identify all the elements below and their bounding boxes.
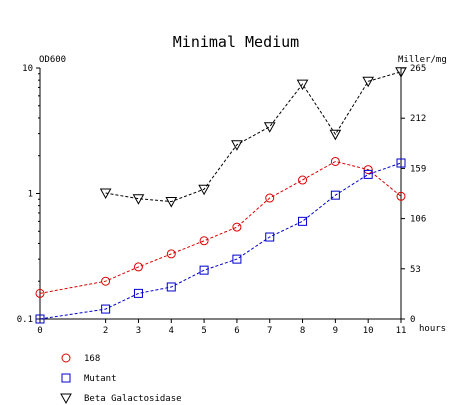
data-point-square (232, 254, 242, 264)
y-right-tick-label: 0 (410, 315, 415, 325)
data-point-circle (35, 288, 45, 298)
data-point-circle (101, 276, 111, 286)
data-point-circle (166, 249, 176, 259)
legend-marker (61, 353, 71, 363)
data-point-circle (330, 156, 340, 166)
data-point-square (35, 314, 45, 324)
x-tick-label: 6 (234, 326, 239, 336)
data-point-circle (133, 262, 143, 272)
series-layer (35, 67, 407, 324)
x-tick-label: 9 (333, 326, 338, 336)
data-point-circle (363, 165, 373, 175)
x-tick-label: 3 (136, 326, 141, 336)
data-point-triangle (99, 188, 112, 200)
y-right-tick-label: 212 (410, 114, 426, 124)
data-point-square (199, 265, 209, 275)
x-tick-label: 10 (363, 326, 374, 336)
series-0 (35, 156, 406, 298)
data-point-triangle (165, 197, 178, 208)
x-tick-label: 8 (300, 326, 305, 336)
data-point-circle (298, 175, 308, 185)
data-point-triangle (198, 184, 210, 196)
x-tick-label: 11 (396, 326, 407, 336)
axis-ticks: 0 2 3 4 5 6 7 8 9 10 11 0.1 1 10 0 53 106 159 212 265 (17, 64, 427, 336)
series-2 (99, 67, 407, 208)
data-point-triangle (263, 122, 276, 133)
x-tick-label: 0 (37, 326, 42, 336)
data-point-circle (396, 191, 406, 201)
legend-label: Beta Galactosidase (84, 394, 182, 404)
series-1 (35, 158, 406, 324)
y-left-tick-label: 10 (22, 64, 33, 74)
data-point-triangle (362, 76, 375, 88)
data-point-square (166, 282, 176, 292)
legend-marker (60, 393, 72, 405)
data-point-triangle (296, 79, 309, 91)
y-right-tick-label: 53 (410, 265, 421, 275)
y-axis-right-label: Miller/mg (398, 55, 447, 65)
legend-label: Mutant (84, 374, 117, 384)
data-point-circle (232, 222, 242, 232)
data-point-triangle (132, 194, 145, 205)
x-tick-label: 5 (201, 326, 206, 336)
data-point-square (298, 216, 308, 226)
x-tick-label: 4 (169, 326, 174, 336)
data-point-square (265, 232, 275, 242)
data-point-square (396, 158, 406, 168)
legend-marker (61, 373, 71, 383)
x-tick-label: 7 (267, 326, 272, 336)
data-point-circle (199, 236, 209, 246)
data-point-triangle (231, 140, 243, 151)
x-axis-label: hours (419, 324, 446, 334)
series-line (39, 162, 402, 320)
data-point-triangle (329, 129, 342, 141)
data-point-square (133, 288, 143, 298)
y-axis-left-label: OD600 (39, 55, 66, 65)
legend-label: 168 (84, 354, 100, 364)
data-point-circle (265, 193, 275, 203)
chart-title: Minimal Medium (173, 33, 299, 51)
series-line (39, 160, 402, 294)
y-left-tick-label: 1 (28, 190, 33, 200)
legend: 168 Mutant Beta Galactosidase (60, 353, 182, 405)
y-right-tick-label: 265 (410, 64, 426, 74)
x-tick-label: 2 (103, 326, 108, 336)
data-point-square (363, 169, 373, 179)
y-right-tick-label: 106 (410, 215, 426, 225)
data-point-square (101, 304, 111, 314)
data-point-triangle (395, 67, 407, 78)
series-line (105, 71, 402, 203)
y-left-tick-label: 0.1 (17, 315, 33, 325)
data-point-square (330, 190, 340, 200)
y-right-tick-label: 159 (410, 164, 426, 174)
